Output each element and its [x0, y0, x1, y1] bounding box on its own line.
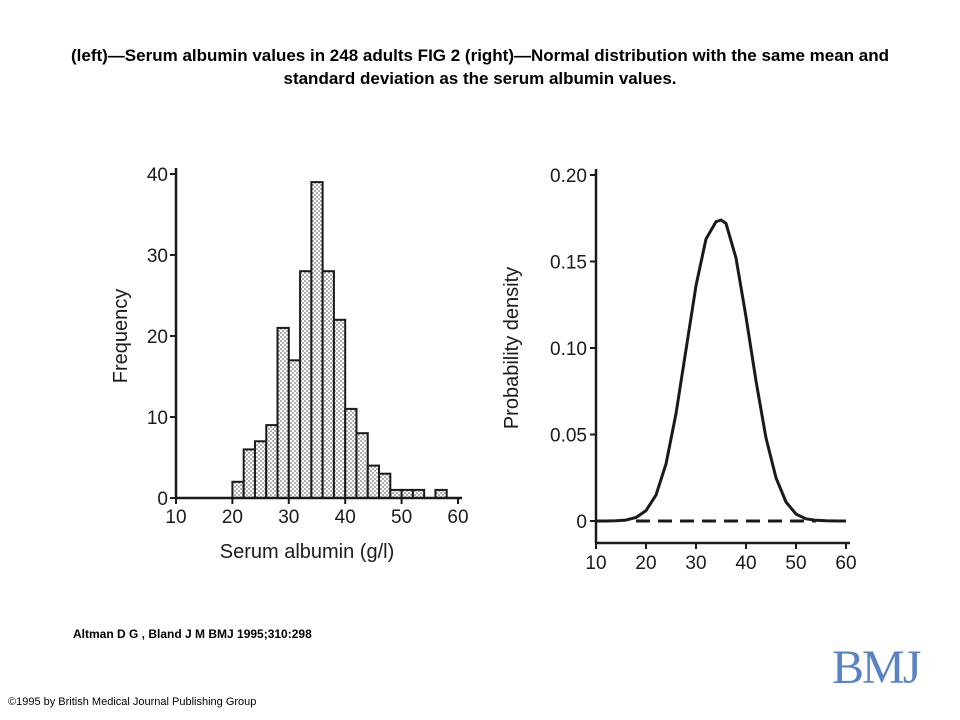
y-tick-label: 20: [147, 327, 168, 348]
bmj-logo: BMJ: [832, 641, 921, 694]
x-tick-label: 50: [785, 553, 806, 574]
histogram-bar: [231, 480, 245, 499]
x-tick-label: 10: [585, 553, 606, 574]
x-tick-label: 60: [835, 553, 856, 574]
histogram-bar: [276, 326, 290, 499]
histogram-bar: [265, 424, 279, 500]
histogram-bar: [355, 432, 369, 500]
y-tick-label: 40: [147, 165, 168, 186]
x-axis-label: Serum albumin (g/l): [220, 541, 395, 563]
y-tick-label: 0: [157, 489, 168, 510]
copyright-notice: ©1995 by British Medical Journal Publish…: [8, 696, 257, 708]
histogram-bar: [299, 270, 313, 500]
y-tick-label: 10: [147, 408, 168, 429]
histogram-bar: [287, 359, 302, 499]
x-tick-label: 40: [335, 507, 356, 528]
x-tick-label: 30: [278, 507, 299, 528]
x-tick-label: 20: [635, 553, 656, 574]
y-axis-label: Probability density: [501, 267, 523, 429]
x-tick-label: 10: [165, 507, 186, 528]
x-tick-label: 40: [735, 553, 756, 574]
histogram-bar: [242, 448, 256, 499]
histogram-bar: [344, 407, 358, 499]
histogram-bar: [321, 270, 335, 500]
y-tick-label: 0.15: [550, 253, 587, 274]
x-tick-label: 30: [685, 553, 706, 574]
histogram-bar: [332, 318, 347, 499]
histogram-bar: [378, 472, 392, 500]
y-tick-label: 0.05: [550, 426, 587, 447]
y-tick-label: 0.10: [550, 339, 587, 360]
histogram-bar: [366, 464, 381, 500]
y-tick-label: 30: [147, 246, 168, 267]
citation: Altman D G , Bland J M BMJ 1995;310:298: [73, 627, 312, 641]
y-tick-label: 0: [576, 512, 587, 533]
x-tick-label: 50: [391, 507, 412, 528]
histogram-bar: [253, 440, 268, 499]
x-tick-label: 60: [447, 507, 468, 528]
x-tick-label: 20: [222, 507, 243, 528]
y-axis-label: Frequency: [110, 289, 132, 384]
figure-title: (left)—Serum albumin values in 248 adult…: [70, 46, 890, 88]
normal-density-curve: [596, 218, 846, 523]
density-chart: 0 0.05 0.10 0.15 0.20 10 20 30 40 50 60 Probability…: [501, 166, 857, 574]
y-tick-label: 0.20: [550, 166, 587, 187]
histogram-bar: [310, 181, 324, 499]
